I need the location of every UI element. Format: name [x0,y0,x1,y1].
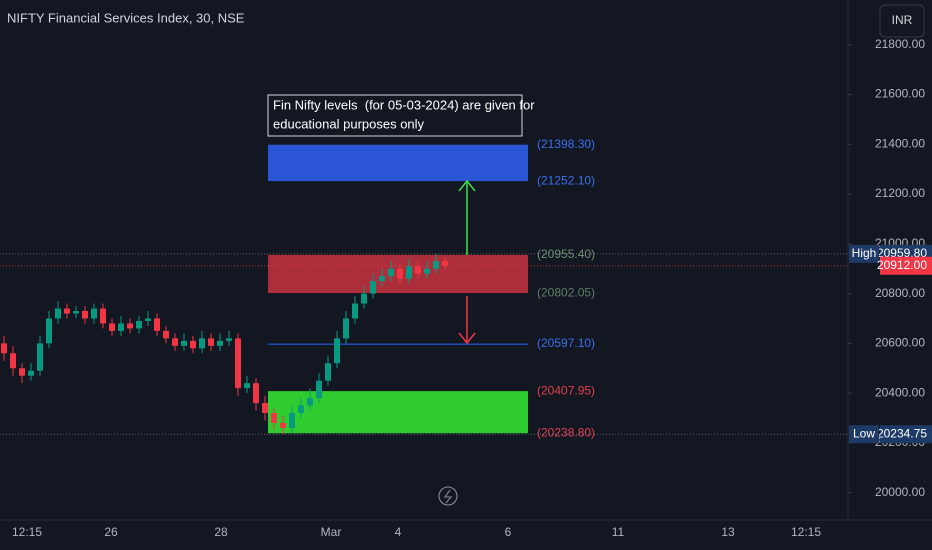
candle-body [316,380,322,399]
annotation-line: educational purposes only [273,116,425,131]
level-zone [268,391,528,434]
y-tick-label: 21400.00 [875,136,925,150]
annotation-line: Fin Nifty levels (for 05-03-2024) are gi… [273,97,535,112]
candle-body [235,338,241,389]
candle-body [352,303,358,319]
candle-body [145,318,151,321]
candle-body [181,340,187,346]
candle-body [1,343,7,354]
candle-body [433,261,439,269]
x-tick-label: 12:15 [791,525,821,539]
x-tick-label: 4 [395,525,402,539]
candle-body [46,318,52,344]
candle-body [37,343,43,371]
x-tick-label: 6 [505,525,512,539]
candle-body [415,266,421,274]
candle-body [343,318,349,339]
candle-body [82,311,88,319]
candle-body [424,268,430,274]
x-tick-label: Mar [321,525,342,539]
level-label: (20955.40) [537,247,595,261]
level-label: (20407.95) [537,383,595,397]
y-tick-label: 20000.00 [875,485,925,499]
candle-body [136,320,142,329]
replay-icon[interactable] [438,486,458,506]
candle-body [163,330,169,339]
candle-body [298,405,304,414]
candle-body [19,368,25,376]
level-label: (20802.05) [537,285,595,299]
down-arrow [458,296,476,345]
candle-body [217,340,223,346]
candle-body [280,422,286,428]
level-zone [268,144,528,182]
candle-body [379,276,385,282]
y-tick-label: 20400.00 [875,385,925,399]
y-tick-label: 20800.00 [875,286,925,300]
candle-body [55,308,61,319]
level-label: (21252.10) [537,173,595,187]
x-tick-label: 26 [104,525,118,539]
candle-body [388,268,394,277]
candle-body [127,323,133,329]
marker-name: High [852,246,877,260]
level-label: (20238.80) [537,425,595,439]
candle-body [397,268,403,279]
candle-body [172,338,178,346]
x-tick-label: 28 [214,525,228,539]
candle-body [244,383,250,389]
marker-value: 20234.75 [877,426,927,440]
marker-name: Low [853,426,875,440]
marker-name-box [849,425,879,444]
currency-label: INR [892,13,913,27]
marker-box [880,425,932,444]
up-arrow [458,179,476,255]
x-tick-label: 12:15 [12,525,42,539]
candle-body [334,338,340,364]
candle-body [226,338,232,341]
currency-button[interactable] [879,4,925,38]
candle-body [271,413,277,423]
x-tick-label: 11 [612,525,625,539]
chart-title: NIFTY Financial Services Index, 30, NSE [7,10,245,25]
candle-body [370,281,376,294]
candle-body [118,323,124,331]
candle-body [73,311,79,314]
marker-value: 20959.80 [877,246,927,260]
price-axis: 20000.0020200.0020400.0020600.0020800.00… [848,37,932,499]
y-tick-label: 21600.00 [875,87,925,101]
candle-body [289,413,295,428]
candle-body [10,353,16,369]
candle-body [406,266,412,279]
candle-body [199,338,205,349]
plot-area: (21398.30) (21252.10) (20955.40) (20802.05)… [0,137,848,439]
x-tick-label: 13 [721,525,735,539]
candle-body [361,293,367,304]
candle-body [307,398,313,406]
candle-body [325,363,331,381]
candle-body [262,403,268,414]
y-tick-label: 21200.00 [875,186,925,200]
y-tick-label: 20600.00 [875,336,925,350]
candle-body [64,308,70,314]
candle-body [154,318,160,331]
candle-body [442,261,448,266]
candle-body [208,338,214,346]
level-label: (21398.30) [537,137,595,151]
annotation-box [267,94,523,137]
marker-value: 20912.00 [877,258,927,272]
candle-body [109,323,115,331]
marker-box [880,256,932,275]
candle-body [190,340,196,349]
y-tick-label: 21800.00 [875,37,925,51]
marker-name-box [849,244,879,263]
level-label: (20597.10) [537,336,595,350]
candle-body [91,308,97,319]
candle-body [28,370,34,376]
candle-body [100,308,106,324]
candle-body [253,383,259,404]
